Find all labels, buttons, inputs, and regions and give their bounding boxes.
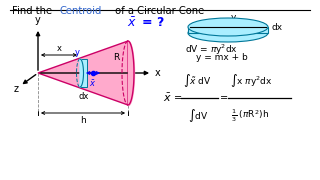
Polygon shape bbox=[38, 41, 128, 105]
Text: y = mx + b: y = mx + b bbox=[196, 53, 248, 62]
Text: z: z bbox=[13, 84, 19, 94]
Text: dx: dx bbox=[78, 92, 89, 101]
Text: $\bar{x}$: $\bar{x}$ bbox=[163, 92, 172, 104]
Text: $\frac{1}{3}$ ($\pi$R$^2$)h: $\frac{1}{3}$ ($\pi$R$^2$)h bbox=[231, 107, 269, 124]
Text: y: y bbox=[230, 13, 236, 22]
Polygon shape bbox=[188, 27, 268, 33]
Text: dx: dx bbox=[272, 24, 283, 33]
Text: =: = bbox=[220, 93, 228, 103]
Text: y: y bbox=[35, 15, 41, 25]
Text: x: x bbox=[155, 68, 161, 78]
Ellipse shape bbox=[188, 24, 268, 42]
Text: Find the: Find the bbox=[12, 6, 55, 16]
Text: $\int\tilde{x}$ dV: $\int\tilde{x}$ dV bbox=[183, 72, 212, 89]
Text: y: y bbox=[75, 48, 79, 57]
Text: $\int$x $\pi$y$^2$dx: $\int$x $\pi$y$^2$dx bbox=[230, 72, 273, 89]
Text: $\bar{x}$: $\bar{x}$ bbox=[89, 78, 97, 89]
Polygon shape bbox=[80, 59, 84, 87]
Text: h: h bbox=[80, 116, 86, 125]
Text: Centroid: Centroid bbox=[60, 6, 102, 16]
Text: = ?: = ? bbox=[142, 17, 164, 30]
Text: R: R bbox=[113, 53, 119, 62]
Polygon shape bbox=[80, 59, 87, 87]
Text: =: = bbox=[174, 93, 182, 103]
Text: dV = $\pi$y$^2$dx: dV = $\pi$y$^2$dx bbox=[185, 43, 238, 57]
Text: $\int$dV: $\int$dV bbox=[188, 107, 208, 124]
Text: of a Circular Cone: of a Circular Cone bbox=[112, 6, 204, 16]
Text: x: x bbox=[57, 44, 61, 53]
Ellipse shape bbox=[188, 18, 268, 36]
Text: $\bar{x}$: $\bar{x}$ bbox=[127, 16, 137, 30]
